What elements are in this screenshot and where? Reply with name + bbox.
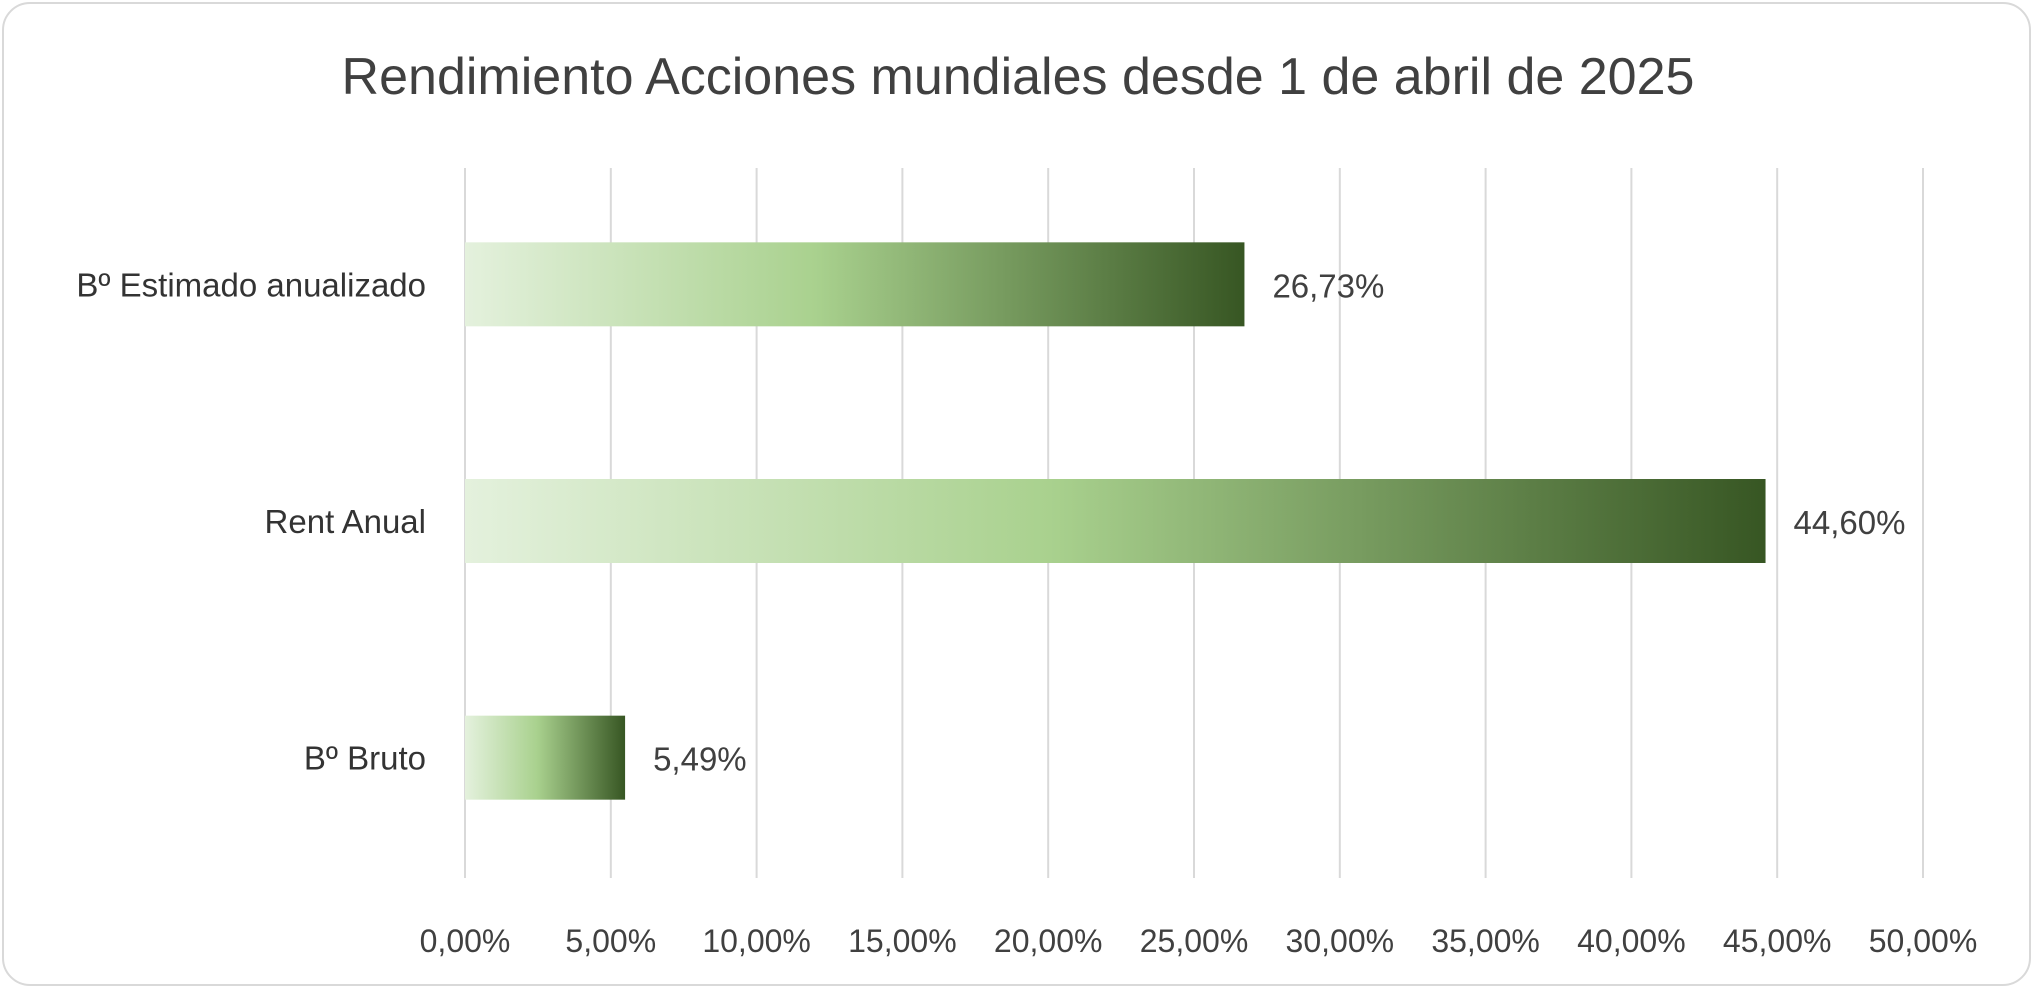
data-label: 44,60% xyxy=(1794,504,1906,541)
data-labels: 26,73% 44,60% 5,49% xyxy=(653,267,1905,777)
x-axis-tick-labels: 0,00% 5,00% 10,00% 15,00% 20,00% 25,00% 30,00%… xyxy=(420,923,1978,959)
x-tick-label: 10,00% xyxy=(702,923,811,959)
bar xyxy=(465,715,626,800)
x-tick-label: 25,00% xyxy=(1140,923,1249,959)
x-tick-label: 0,00% xyxy=(420,923,511,959)
x-tick-label: 5,00% xyxy=(565,923,656,959)
x-tick-label: 15,00% xyxy=(848,923,957,959)
chart-title: Rendimiento Acciones mundiales desde 1 d… xyxy=(342,48,1695,106)
bar xyxy=(465,242,1245,327)
category-label: Rent Anual xyxy=(265,503,426,540)
data-label: 26,73% xyxy=(1272,267,1384,304)
x-tick-label: 45,00% xyxy=(1723,923,1832,959)
x-tick-label: 35,00% xyxy=(1431,923,1540,959)
bar xyxy=(465,479,1766,563)
x-tick-label: 30,00% xyxy=(1286,923,1395,959)
category-labels: Bº Estimado anualizado Rent Anual Bº Bruto xyxy=(76,266,426,776)
x-tick-label: 50,00% xyxy=(1869,923,1978,959)
x-tick-label: 40,00% xyxy=(1577,923,1686,959)
category-label: Bº Bruto xyxy=(304,740,426,777)
category-label: Bº Estimado anualizado xyxy=(76,266,426,303)
x-tick-label: 20,00% xyxy=(994,923,1103,959)
data-label: 5,49% xyxy=(653,741,747,778)
bars xyxy=(465,242,1766,800)
